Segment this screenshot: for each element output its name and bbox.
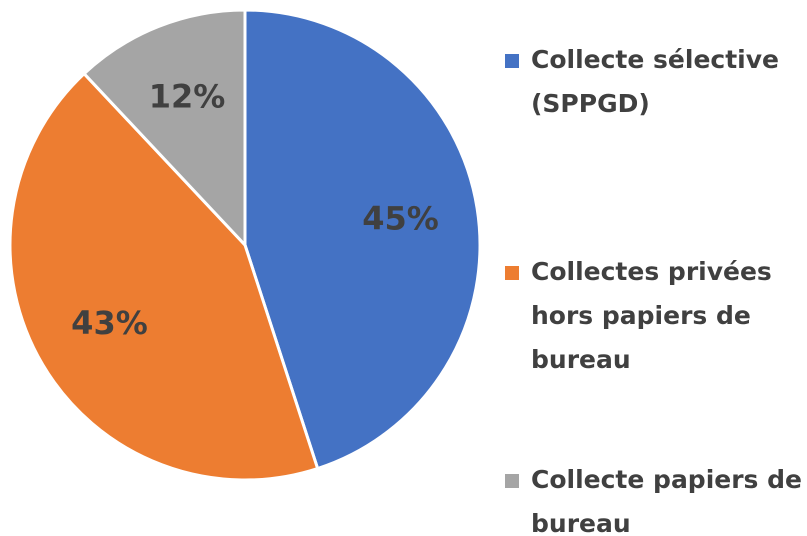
legend-label: Collecte papiers de bureau xyxy=(531,465,802,536)
legend-swatch xyxy=(505,54,519,68)
pie-slice xyxy=(243,8,482,471)
legend-swatch xyxy=(505,266,519,280)
legend: Collecte sélective (SPPGD) Collectes priv… xyxy=(505,0,805,536)
data-label: 45% xyxy=(362,199,439,237)
legend-item: Collectes privées hors papiers de bureau xyxy=(505,250,805,382)
data-label: 43% xyxy=(71,304,148,342)
pie-slice xyxy=(8,71,320,482)
legend-item: Collecte sélective (SPPGD) xyxy=(505,38,805,126)
legend-label: Collecte sélective (SPPGD) xyxy=(531,45,779,118)
legend-swatch xyxy=(505,474,519,488)
legend-label: Collectes privées hors papiers de bureau xyxy=(531,257,772,374)
pie-slice xyxy=(82,8,247,249)
data-label: 12% xyxy=(149,78,226,116)
legend-item: Collecte papiers de bureau xyxy=(505,458,805,536)
pie-area: 45% 43% 12% xyxy=(8,8,482,482)
